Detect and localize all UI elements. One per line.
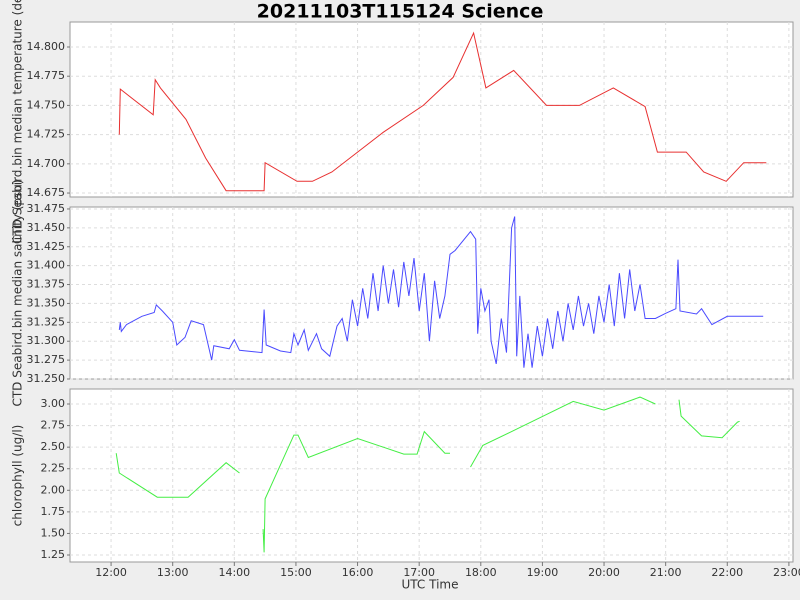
y-tick-label: 2.25	[41, 462, 66, 475]
x-tick-label: 16:00	[342, 566, 374, 579]
data-line	[115, 396, 740, 553]
y-tick-label: 2.75	[41, 419, 66, 432]
y-tick-label: 31.250	[27, 372, 66, 385]
y-tick-label: 1.75	[41, 505, 66, 518]
data-line	[118, 31, 767, 192]
y-axis-label: CTD Seabird.bin median temperature (degC…	[11, 0, 25, 244]
y-tick-label: 14.800	[27, 40, 66, 53]
y-tick-label: 31.450	[27, 221, 66, 234]
plot-area	[69, 206, 794, 380]
y-tick-label: 2.50	[41, 440, 66, 453]
y-axis-label: chlorophyll (ug/l)	[11, 425, 25, 527]
y-tick-label: 31.400	[27, 259, 66, 272]
y-tick-label: 31.425	[27, 240, 66, 253]
data-line	[118, 216, 764, 368]
plot-area	[69, 388, 794, 563]
y-tick-label: 31.275	[27, 353, 66, 366]
x-tick-label: 15:00	[280, 566, 312, 579]
y-tick-label: 31.350	[27, 296, 66, 309]
x-tick-label: 18:00	[465, 566, 497, 579]
y-tick-label: 31.300	[27, 334, 66, 347]
chart-title: 20211103T115124 Science	[257, 1, 544, 23]
x-tick-label: 20:00	[588, 566, 620, 579]
y-tick-label: 31.375	[27, 278, 66, 291]
x-tick-label: 14:00	[218, 566, 250, 579]
y-tick-label: 1.50	[41, 526, 66, 539]
y-tick-label: 14.750	[27, 98, 66, 111]
y-tick-label: 31.475	[27, 202, 66, 215]
y-tick-label: 14.775	[27, 69, 66, 82]
x-tick-label: 21:00	[650, 566, 682, 579]
x-tick-label: 23:00	[773, 566, 800, 579]
y-tick-label: 1.25	[41, 548, 66, 561]
x-tick-label: 13:00	[157, 566, 189, 579]
y-tick-label: 2.00	[41, 483, 66, 496]
x-tick-label: 19:00	[527, 566, 559, 579]
plot-area	[69, 21, 794, 198]
y-tick-label: 31.325	[27, 315, 66, 328]
y-tick-label: 14.700	[27, 157, 66, 170]
y-tick-label: 3.00	[41, 397, 66, 410]
y-axis-label: CTD Seabird.bin median salinity (psu)	[11, 179, 25, 406]
y-tick-label: 14.725	[27, 128, 66, 141]
y-tick-label: 14.675	[27, 186, 66, 199]
x-axis-label: UTC Time	[402, 578, 459, 592]
x-tick-label: 17:00	[403, 566, 435, 579]
x-tick-label: 22:00	[711, 566, 743, 579]
x-tick-label: 12:00	[95, 566, 127, 579]
